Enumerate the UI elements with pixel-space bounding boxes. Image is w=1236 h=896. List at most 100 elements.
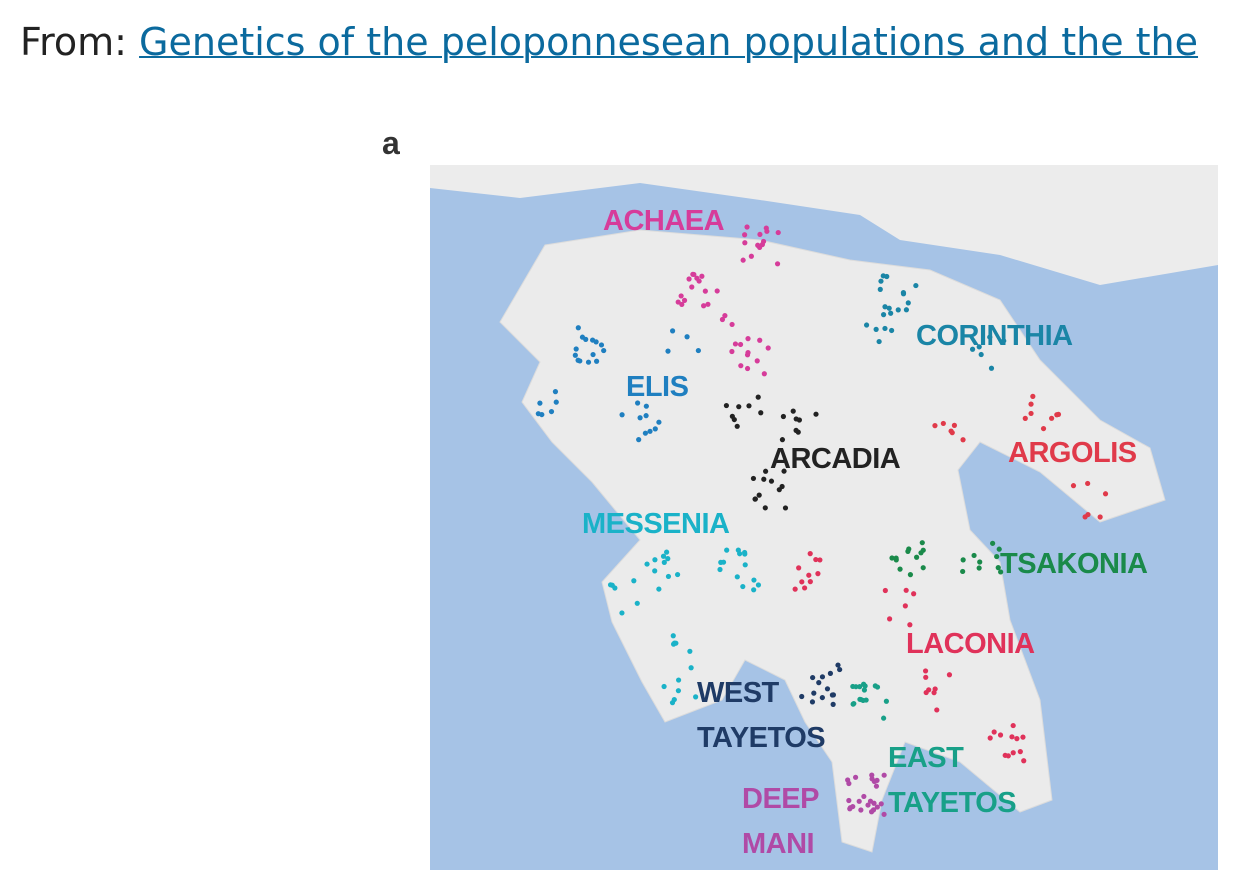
sample-dot xyxy=(740,257,746,263)
sample-dot xyxy=(1021,758,1027,764)
sample-dot xyxy=(539,411,545,418)
sample-dot xyxy=(1055,411,1062,417)
sample-dot xyxy=(675,299,681,305)
sample-dot xyxy=(799,579,805,585)
sample-dot xyxy=(780,413,787,420)
sample-dot xyxy=(858,807,864,813)
sample-dot xyxy=(656,419,662,425)
label-line: ARGOLIS xyxy=(1008,437,1137,469)
sample-dot xyxy=(869,772,875,778)
sample-dot xyxy=(878,801,884,807)
sample-dot xyxy=(969,346,976,352)
sample-dot xyxy=(987,735,993,741)
sample-dot xyxy=(889,555,895,561)
sample-dot xyxy=(643,413,649,419)
sample-dot xyxy=(593,339,599,345)
sample-dot xyxy=(837,666,843,673)
sample-dot xyxy=(919,540,925,546)
sample-dot xyxy=(684,334,690,340)
sample-dot xyxy=(887,616,893,622)
sample-dot xyxy=(729,321,735,328)
sample-dot xyxy=(687,648,693,654)
sample-dot xyxy=(1028,401,1034,407)
sample-dot xyxy=(585,359,592,365)
sample-dot xyxy=(652,568,658,574)
region-label: ACHAEA xyxy=(603,205,725,237)
sample-dot xyxy=(755,582,762,588)
sample-dot xyxy=(742,240,748,246)
sample-dot xyxy=(1022,415,1028,421)
sample-dot xyxy=(745,349,751,356)
sample-dot xyxy=(994,553,1000,560)
sample-dot xyxy=(846,797,852,804)
region-label: CORINTHIA xyxy=(916,320,1073,352)
sample-dot xyxy=(960,568,966,575)
sample-dot xyxy=(996,546,1002,552)
label-line: MESSENIA xyxy=(582,508,730,540)
sample-dot xyxy=(763,468,769,474)
sample-dot xyxy=(756,492,762,498)
label-line: ARCADIA xyxy=(770,443,901,475)
sample-dot xyxy=(735,547,741,553)
sample-dot xyxy=(755,242,761,248)
sample-dot xyxy=(1001,338,1007,344)
sample-dot xyxy=(699,273,705,279)
sample-dot xyxy=(1070,483,1077,489)
sample-dot xyxy=(754,358,760,364)
sample-dot xyxy=(738,363,744,369)
sample-dot xyxy=(1049,415,1055,421)
sample-dot xyxy=(661,683,667,690)
sample-dot xyxy=(765,345,771,351)
sample-dot xyxy=(990,540,996,546)
sample-dot xyxy=(759,241,766,248)
sample-dot xyxy=(553,399,559,405)
label-line: TAYETOS xyxy=(888,787,1016,819)
sample-dot xyxy=(779,437,786,443)
sample-dot xyxy=(577,358,583,364)
region-label: MESSENIA xyxy=(582,508,730,540)
sample-dot xyxy=(1014,736,1020,742)
label-line: LACONIA xyxy=(906,628,1035,660)
sample-dot xyxy=(830,692,837,698)
label-line: WEST xyxy=(697,677,780,709)
sample-dot xyxy=(537,400,543,406)
sample-dot xyxy=(751,587,757,593)
sample-dot xyxy=(678,293,684,299)
sample-dot xyxy=(758,410,764,416)
sample-dot xyxy=(579,334,586,340)
sample-dot xyxy=(960,437,966,443)
sample-dot xyxy=(819,694,825,701)
sample-dot xyxy=(914,554,920,560)
sample-dot xyxy=(877,286,883,292)
sample-dot xyxy=(835,662,841,668)
sample-dots xyxy=(535,224,1109,817)
label-line: TSAKONIA xyxy=(1000,548,1148,580)
article-link[interactable]: Genetics of the peloponnesean population… xyxy=(139,20,1199,64)
sample-dot xyxy=(976,344,982,350)
sample-dot xyxy=(824,686,831,692)
sample-dot xyxy=(775,229,781,236)
label-line: ELIS xyxy=(626,371,689,403)
sample-dot xyxy=(724,547,730,553)
sample-dot xyxy=(782,505,789,511)
sample-dot xyxy=(882,325,888,332)
sample-dot xyxy=(670,633,676,639)
sample-dot xyxy=(671,640,678,646)
sample-dot xyxy=(865,802,871,808)
sample-dot xyxy=(976,565,982,571)
sample-dot xyxy=(702,288,708,294)
sample-dot xyxy=(665,348,671,354)
sample-dot xyxy=(889,327,895,334)
sample-dot xyxy=(637,415,643,421)
sample-dot xyxy=(631,578,637,584)
sample-dot xyxy=(691,271,697,278)
sample-dot xyxy=(907,572,914,578)
sample-dot xyxy=(792,586,798,592)
sample-dot xyxy=(880,273,886,279)
sample-dot xyxy=(548,408,555,415)
sample-dot xyxy=(1017,749,1023,755)
sample-dot xyxy=(922,668,929,674)
sample-dot xyxy=(695,347,701,354)
sample-dot xyxy=(971,552,977,559)
sample-dot xyxy=(575,325,581,331)
